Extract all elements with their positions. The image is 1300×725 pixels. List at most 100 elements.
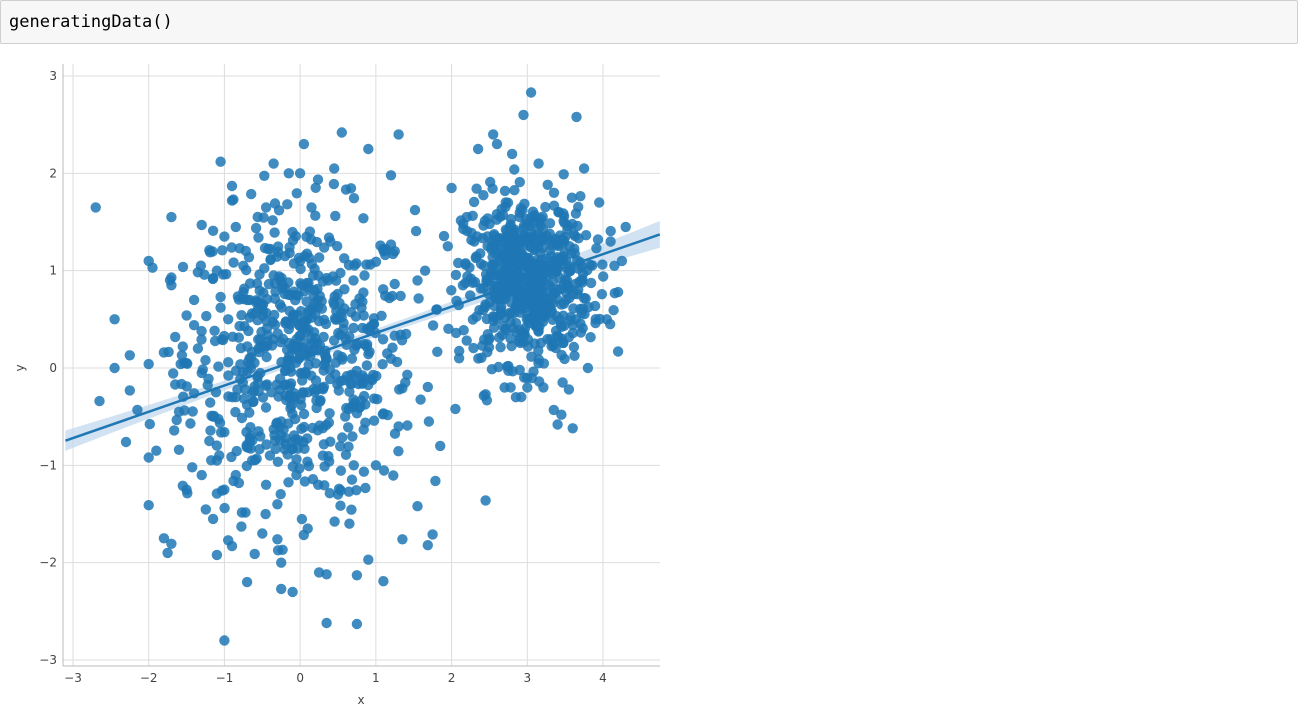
- scatter-point: [402, 420, 413, 431]
- scatter-point: [232, 291, 244, 302]
- scatter-point: [350, 299, 361, 310]
- scatter-point: [578, 292, 590, 304]
- scatter-point: [608, 305, 619, 316]
- scatter-point: [215, 291, 226, 303]
- scatter-point: [246, 188, 257, 200]
- scatter-point: [124, 350, 135, 361]
- scatter-point: [340, 411, 351, 422]
- scatter-point: [294, 330, 305, 342]
- scatter-point: [501, 361, 513, 372]
- scatter-point: [359, 270, 370, 281]
- scatter-point: [253, 346, 265, 358]
- scatter-point: [591, 243, 602, 254]
- scatter-point: [261, 293, 273, 305]
- scatter-point: [304, 226, 316, 237]
- scatter-point: [495, 304, 506, 315]
- scatter-point: [295, 306, 307, 317]
- y-tick-label: 2: [49, 166, 57, 180]
- axis-layer: −3 −2 −1 0 1 2 3 4 −3 −2 −1 0 1 2 3: [39, 64, 660, 685]
- scatter-point: [164, 275, 176, 286]
- scatter-point: [558, 337, 569, 348]
- scatter-point: [200, 504, 211, 515]
- scatter-point: [231, 445, 242, 457]
- scatter-point: [461, 335, 472, 346]
- scatter-point: [526, 351, 537, 362]
- scatter-point: [502, 197, 514, 208]
- scatter-point: [484, 333, 495, 344]
- scatter-point: [324, 488, 335, 499]
- scatter-point: [171, 414, 182, 426]
- scatter-point: [506, 148, 518, 160]
- scatter-point: [319, 242, 330, 253]
- scatter-point: [241, 264, 252, 276]
- scatter-point: [254, 444, 265, 455]
- scatter-point: [575, 191, 586, 202]
- scatter-point: [397, 534, 408, 545]
- scatter-point: [475, 248, 486, 259]
- scatter-point: [473, 353, 484, 364]
- scatter-point: [491, 214, 502, 225]
- scatter-point: [575, 303, 586, 315]
- scatter-point: [538, 358, 550, 369]
- scatter-point: [605, 225, 616, 237]
- scatter-point: [344, 386, 355, 397]
- scatter-point: [400, 377, 411, 388]
- scatter-point: [351, 570, 363, 581]
- scatter-point: [585, 259, 596, 271]
- scatter-point: [267, 215, 278, 226]
- scatter-point: [527, 291, 539, 303]
- scatter-point: [516, 391, 527, 403]
- scatter-point: [162, 547, 173, 559]
- scatter-point: [556, 349, 567, 361]
- scatter-point: [241, 426, 252, 438]
- scatter-point: [335, 500, 346, 511]
- scatter-point: [345, 307, 357, 318]
- scatter-point: [177, 341, 188, 352]
- scatter-point: [255, 334, 266, 345]
- scatter-point: [253, 385, 264, 397]
- scatter-point: [389, 278, 400, 290]
- scatter-point: [335, 465, 347, 476]
- scatter-point: [427, 529, 438, 540]
- scatter-point: [567, 423, 578, 434]
- y-tick-label: 3: [49, 69, 57, 83]
- scatter-point: [291, 188, 302, 199]
- scatter-point: [298, 529, 309, 541]
- scatter-point: [491, 138, 503, 150]
- scatter-point: [302, 456, 313, 467]
- scatter-point: [380, 249, 391, 261]
- scatter-point: [323, 451, 334, 462]
- scatter-point: [276, 557, 287, 568]
- scatter-point: [223, 370, 234, 381]
- scatter-point: [485, 176, 496, 188]
- scatter-point: [182, 488, 193, 499]
- scatter-point: [482, 347, 493, 358]
- scatter-point: [387, 290, 398, 302]
- scatter-point: [468, 196, 480, 208]
- scatter-point: [347, 431, 358, 442]
- scatter-point: [296, 423, 307, 434]
- scatter-point: [346, 353, 358, 364]
- scatter-point: [163, 346, 174, 358]
- scatter-point: [343, 422, 354, 433]
- y-tick-label: 1: [49, 264, 57, 278]
- scatter-point: [598, 271, 609, 282]
- scatter-point: [358, 390, 370, 402]
- scatter-point: [530, 230, 541, 241]
- scatter-point: [260, 202, 272, 213]
- scatter-point: [506, 340, 517, 352]
- scatter-point: [295, 263, 306, 275]
- scatter-point: [206, 455, 217, 466]
- scatter-point: [375, 240, 386, 251]
- scatter-point: [569, 248, 580, 259]
- scatter-point: [377, 334, 389, 345]
- scatter-point: [521, 372, 533, 384]
- x-tick-label: −2: [140, 671, 158, 685]
- scatter-point: [522, 334, 534, 345]
- scatter-point: [582, 362, 594, 374]
- code-cell[interactable]: generatingData(): [0, 0, 1298, 44]
- scatter-point: [413, 293, 424, 304]
- scatter-point: [287, 461, 298, 472]
- scatter-point: [409, 204, 421, 216]
- x-tick-label: 1: [372, 671, 380, 685]
